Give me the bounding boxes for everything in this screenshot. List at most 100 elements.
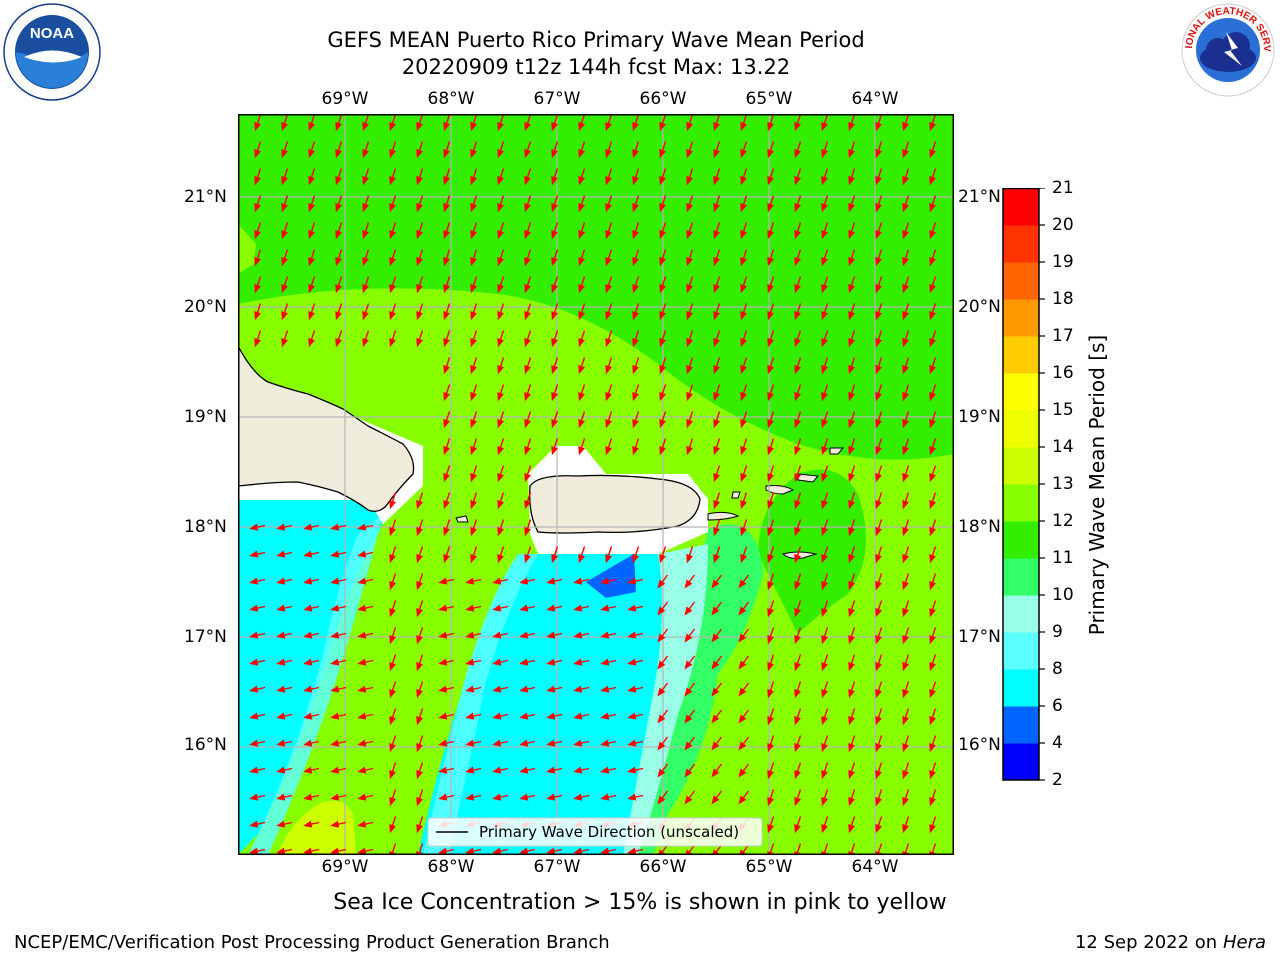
wave-arrow-head [443, 149, 450, 159]
wave-arrow-head [492, 658, 502, 666]
wave-arrow-head [740, 203, 747, 213]
wave-arrow-head [573, 631, 583, 639]
wave-arrow-head [686, 122, 693, 132]
wave-arrow-head [303, 577, 313, 585]
colorbar-segment [1003, 225, 1039, 263]
wave-arrow-head [711, 714, 720, 724]
field-4-6 [586, 554, 636, 598]
wave-arrow-head [443, 203, 450, 213]
wave-arrow-head [740, 419, 747, 429]
wave-arrow-head [362, 122, 369, 132]
wave-arrow-head [546, 631, 556, 639]
wave-arrow-head [578, 554, 585, 564]
wave-arrow-head [546, 766, 556, 774]
wave-arrow-head [465, 847, 475, 855]
wave-arrow-head [794, 338, 801, 348]
wave-arrow-head [713, 284, 720, 294]
wave-arrow-head [416, 338, 423, 348]
wave-arrow-head [767, 500, 774, 510]
wave-arrow-head [443, 473, 450, 483]
wave-arrow-head [497, 392, 504, 402]
wave-arrow-head [902, 311, 909, 321]
wave-arrow-head [497, 500, 504, 510]
wave-arrow-head [551, 446, 558, 456]
wave-arrow-head [357, 550, 367, 558]
wave-arrow-head [416, 122, 423, 132]
wave-arrow-head [249, 550, 259, 558]
wave-arrow-head [524, 338, 531, 348]
wave-arrow-head [573, 847, 583, 855]
wave-arrow-head [821, 581, 828, 591]
wave-arrow-head [794, 770, 801, 780]
wave-arrow-head [740, 338, 747, 348]
wave-arrow-head [684, 579, 693, 589]
wave-arrow-head [738, 795, 747, 805]
wave-arrow-head [465, 658, 475, 666]
wave-arrow-head [929, 635, 936, 645]
wave-arrow-head [848, 311, 855, 321]
wave-arrow-head [303, 550, 313, 558]
wave-arrow-head [794, 608, 801, 618]
wave-arrow-head [362, 176, 369, 186]
wave-arrow-head [573, 577, 583, 585]
wave-arrow-head [546, 577, 556, 585]
lon-label-top: 66°W [639, 89, 687, 109]
wave-arrow-head [848, 419, 855, 429]
wave-arrow-head [627, 847, 637, 855]
wave-arrow-head [875, 149, 882, 159]
wave-arrow-head [767, 257, 774, 267]
wave-arrow-head [524, 149, 531, 159]
wave-arrow-head [740, 527, 747, 537]
wave-arrow-head [578, 176, 585, 186]
wave-arrow-head [875, 311, 882, 321]
wave-arrow-head [281, 149, 288, 159]
wave-arrow-head [767, 824, 774, 834]
wave-arrow-head [767, 635, 774, 645]
wave-arrow-head [794, 500, 801, 510]
lat-label-left: 16°N [184, 735, 227, 755]
wave-arrow-head [738, 606, 747, 616]
wave-arrow-head [492, 631, 502, 639]
wave-arrow-head [902, 149, 909, 159]
wave-arrow-head [711, 579, 720, 589]
wave-arrow-head [497, 311, 504, 321]
wave-arrow-head [902, 662, 909, 672]
colorbar-tick-label: 10 [1052, 585, 1074, 605]
wave-arrow-head [929, 581, 936, 591]
wave-arrow-head [465, 766, 475, 774]
wave-arrow-head [276, 847, 286, 855]
wave-arrow-head [767, 608, 774, 618]
wave-arrow-head [524, 473, 531, 483]
hispaniola-land [238, 345, 415, 512]
wave-arrow-head [465, 793, 475, 801]
wave-arrow-head [497, 419, 504, 429]
wave-arrow-head [497, 176, 504, 186]
wave-arrow-head [470, 149, 477, 159]
field-8-9-center [423, 554, 538, 855]
wave-arrow-head [929, 824, 936, 834]
wave-arrow-head [929, 149, 936, 159]
wave-arrow-head [438, 604, 448, 612]
wave-arrow-head [875, 635, 882, 645]
wave-arrow [390, 843, 397, 855]
lat-label-left: 20°N [184, 297, 227, 317]
wave-arrow-head [389, 716, 396, 726]
lat-label-left: 17°N [184, 627, 227, 647]
wave-arrow-head [578, 365, 585, 375]
colorbar-segment [1003, 632, 1039, 670]
wave-arrow-head [902, 203, 909, 213]
wave-arrow-head [848, 500, 855, 510]
wave-arrow-head [389, 230, 396, 240]
colorbar-segment [1003, 336, 1039, 374]
wave-arrow-head [740, 257, 747, 267]
wave-arrow-head [929, 689, 936, 699]
wave-arrow-head [794, 824, 801, 834]
wave-arrow-head [659, 176, 666, 186]
wave-arrow-head [767, 689, 774, 699]
wave-arrow-head [524, 554, 531, 564]
wave-arrow-head [875, 392, 882, 402]
wave-arrow-head [875, 284, 882, 294]
wave-arrow-head [848, 149, 855, 159]
wave-arrow-head [438, 739, 448, 747]
wave-arrow-head [929, 338, 936, 348]
